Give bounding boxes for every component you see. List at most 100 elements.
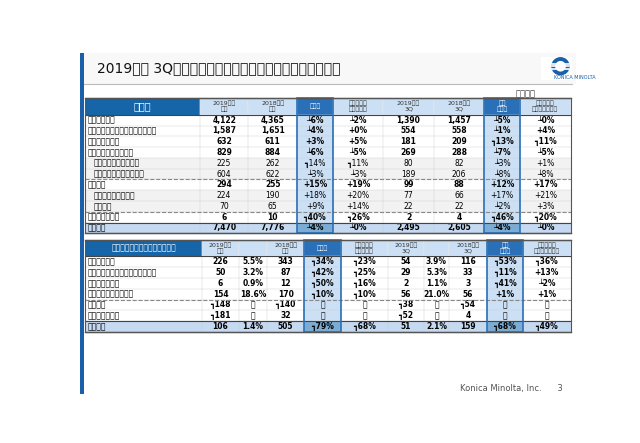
- Bar: [248, 212, 297, 222]
- Text: 3Q: 3Q: [404, 107, 413, 112]
- Bar: [85, 147, 571, 158]
- Text: 1,390: 1,390: [397, 116, 420, 124]
- Text: 226: 226: [212, 257, 228, 266]
- Bar: [341, 321, 388, 332]
- Bar: [239, 267, 267, 278]
- Bar: [305, 240, 341, 256]
- Bar: [487, 240, 524, 256]
- Bar: [267, 321, 305, 332]
- Bar: [305, 321, 341, 332]
- Text: 累計: 累計: [217, 248, 224, 254]
- Text: 3.2%: 3.2%: [243, 268, 264, 277]
- Text: オフィス事業: オフィス事業: [88, 116, 115, 124]
- Text: 除く前期比: 除く前期比: [349, 107, 367, 112]
- Bar: [388, 240, 424, 256]
- Bar: [202, 278, 239, 289]
- Bar: [80, 53, 84, 394]
- Text: 2018年度: 2018年度: [261, 101, 284, 106]
- Bar: [297, 190, 333, 201]
- Text: +14%: +14%: [346, 202, 370, 211]
- Bar: [297, 98, 333, 233]
- Text: 255: 255: [265, 180, 280, 189]
- Text: 611: 611: [265, 137, 280, 146]
- Bar: [85, 136, 571, 147]
- Bar: [200, 125, 248, 136]
- Bar: [297, 147, 333, 158]
- Text: 56: 56: [401, 290, 411, 299]
- Bar: [383, 158, 434, 169]
- Bar: [449, 240, 487, 256]
- Bar: [200, 98, 248, 115]
- Bar: [248, 222, 297, 233]
- Bar: [434, 212, 484, 222]
- Bar: [524, 278, 571, 289]
- Bar: [424, 240, 449, 256]
- Text: 全社合計: 全社合計: [88, 223, 106, 233]
- Bar: [449, 299, 487, 311]
- Text: 294: 294: [216, 180, 232, 189]
- Bar: [388, 267, 424, 278]
- Text: 産業用光学システム: 産業用光学システム: [94, 159, 140, 168]
- Text: 2019年度: 2019年度: [394, 242, 417, 248]
- Bar: [484, 98, 520, 115]
- Text: 2018年度: 2018年度: [456, 242, 479, 248]
- Text: 2: 2: [403, 279, 408, 288]
- Text: 4: 4: [465, 311, 470, 320]
- Bar: [484, 125, 520, 136]
- Text: ┓42%: ┓42%: [311, 268, 334, 277]
- Text: 190: 190: [266, 191, 280, 200]
- Bar: [524, 240, 571, 256]
- Text: 22: 22: [404, 202, 413, 211]
- Bar: [434, 98, 484, 115]
- Text: ┓23%: ┓23%: [353, 257, 376, 266]
- Text: Konica Minolta, Inc.      3: Konica Minolta, Inc. 3: [460, 384, 563, 392]
- Text: +21%: +21%: [534, 191, 557, 200]
- Bar: [383, 212, 434, 222]
- Text: 7,470: 7,470: [212, 223, 236, 233]
- Text: ┓68%: ┓68%: [493, 322, 516, 331]
- Bar: [484, 179, 520, 190]
- Text: ┓25%: ┓25%: [353, 268, 376, 277]
- Text: 80: 80: [404, 159, 413, 168]
- Text: 売上高: 売上高: [134, 101, 152, 111]
- Bar: [267, 256, 305, 267]
- Bar: [85, 98, 200, 115]
- Text: 56: 56: [463, 290, 473, 299]
- Text: 【億円】: 【億円】: [516, 89, 536, 98]
- Text: 262: 262: [266, 159, 280, 168]
- Bar: [333, 125, 383, 136]
- Bar: [85, 278, 571, 289]
- Bar: [484, 98, 520, 233]
- Text: －: －: [434, 311, 439, 320]
- Text: 2019年度: 2019年度: [397, 101, 420, 106]
- Text: ┓46%: ┓46%: [491, 213, 513, 222]
- Text: ┓38: ┓38: [398, 300, 413, 310]
- Bar: [85, 98, 571, 233]
- Text: 18.6%: 18.6%: [240, 290, 266, 299]
- Bar: [484, 190, 520, 201]
- Bar: [388, 321, 424, 332]
- Bar: [297, 222, 333, 233]
- Text: 12: 12: [280, 279, 291, 288]
- Bar: [520, 190, 571, 201]
- Text: 5.5%: 5.5%: [243, 257, 264, 266]
- Bar: [200, 212, 248, 222]
- Text: 70: 70: [220, 202, 229, 211]
- Text: 558: 558: [451, 126, 467, 136]
- Bar: [383, 222, 434, 233]
- Bar: [248, 147, 297, 158]
- Text: +1%: +1%: [538, 290, 556, 299]
- Bar: [388, 289, 424, 299]
- Text: ┶2%: ┶2%: [538, 279, 556, 288]
- Bar: [333, 98, 383, 115]
- Bar: [267, 267, 305, 278]
- Bar: [85, 267, 571, 278]
- Bar: [85, 240, 571, 332]
- Bar: [267, 311, 305, 321]
- Bar: [239, 321, 267, 332]
- Bar: [85, 190, 571, 201]
- Bar: [424, 321, 449, 332]
- Bar: [520, 212, 571, 222]
- Text: バイオヘルスケア: バイオヘルスケア: [94, 191, 136, 200]
- Bar: [85, 299, 571, 311]
